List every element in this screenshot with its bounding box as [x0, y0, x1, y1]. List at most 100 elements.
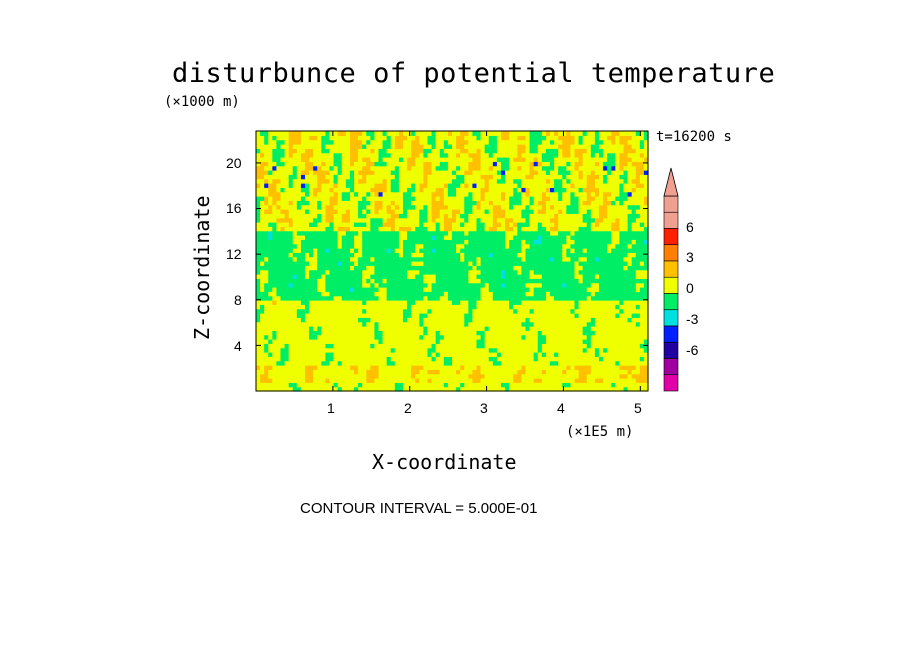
field-cell [329, 235, 335, 240]
field-cell [317, 330, 322, 336]
field-cell [484, 165, 490, 171]
field-cell [529, 200, 535, 206]
field-cell [468, 200, 474, 206]
field-cell [615, 347, 621, 353]
field-cell [260, 326, 265, 331]
field-cell [480, 295, 486, 301]
field-cell [488, 313, 494, 318]
field-cell [329, 317, 335, 323]
field-cell [545, 300, 551, 305]
field-cell [509, 378, 514, 383]
field-cell [272, 360, 278, 366]
field-cell [329, 204, 335, 210]
field-cell [296, 200, 302, 206]
field-cell [521, 269, 527, 275]
field-cell [443, 360, 449, 366]
field-cell [272, 204, 278, 210]
field-cell [423, 248, 429, 253]
field-cell [260, 339, 265, 344]
field-cell [415, 200, 420, 206]
field-cell [517, 213, 523, 219]
field-cell [517, 165, 523, 171]
field-cell [431, 334, 437, 340]
field-cell [284, 382, 290, 388]
field-cell [427, 261, 433, 266]
field-cell [300, 317, 306, 323]
field-cell [411, 261, 416, 266]
field-cell [578, 287, 584, 292]
field-cell [407, 191, 412, 197]
field-cell [321, 235, 327, 240]
field-cell [309, 265, 314, 271]
field-cell [578, 304, 584, 310]
field-cell [456, 165, 461, 171]
field-cell [296, 239, 302, 245]
field-cell [550, 304, 555, 310]
field-cell [354, 213, 359, 219]
field-cell [505, 386, 510, 392]
field-cell [439, 178, 445, 184]
field-cell [447, 295, 453, 301]
field-cell [439, 291, 445, 297]
field-cell [366, 222, 371, 227]
field-cell [521, 304, 527, 310]
field-cell [272, 183, 278, 188]
field-cell [627, 373, 633, 379]
field-cell [517, 326, 523, 331]
field-cell [407, 313, 412, 318]
field-cell [345, 278, 351, 284]
field-cell [366, 256, 371, 262]
field-cell [374, 261, 380, 266]
field-cell [456, 360, 461, 366]
field-cell [358, 360, 363, 366]
field-cell [558, 373, 563, 379]
field-cell [349, 347, 355, 353]
field-cell [317, 369, 322, 375]
field-cell [390, 330, 396, 336]
field-cell [521, 365, 527, 370]
field-cell [639, 386, 645, 392]
field-cell [419, 191, 425, 197]
field-cell [537, 226, 543, 232]
field-cell [333, 343, 339, 349]
field-cell [390, 304, 396, 310]
field-cell [423, 386, 429, 392]
field-cell [337, 300, 343, 305]
field-cell [407, 347, 412, 353]
field-cell [488, 347, 494, 353]
field-cell [272, 226, 278, 232]
field-cell [619, 313, 625, 318]
field-cell [407, 291, 412, 297]
field-cell [586, 378, 592, 383]
field-cell [505, 282, 510, 288]
field-cell [309, 386, 314, 392]
field-cell [411, 382, 416, 388]
field-cell [619, 343, 625, 349]
field-cell [578, 382, 584, 388]
field-cell [635, 165, 641, 171]
field-cell [280, 256, 286, 262]
field-cell [476, 256, 482, 262]
field-cell [419, 317, 425, 323]
field-cell [423, 308, 429, 314]
field-cell [435, 217, 441, 223]
field-cell [468, 369, 474, 375]
field-cell [558, 330, 563, 336]
field-cell [415, 178, 420, 184]
field-cell [288, 386, 294, 392]
field-cell [268, 187, 273, 193]
field-cell [296, 378, 302, 383]
field-cell [325, 339, 331, 344]
field-cell [496, 174, 502, 180]
field-cell [627, 339, 633, 344]
field-cell [378, 304, 384, 310]
field-cell [439, 170, 445, 175]
field-cell [268, 330, 273, 336]
field-cell [268, 386, 273, 392]
field-cell [280, 265, 286, 271]
field-cell [468, 196, 474, 201]
field-cell [256, 330, 261, 336]
field-cell [256, 239, 261, 245]
field-cell [517, 204, 523, 210]
field-cell [329, 196, 335, 201]
